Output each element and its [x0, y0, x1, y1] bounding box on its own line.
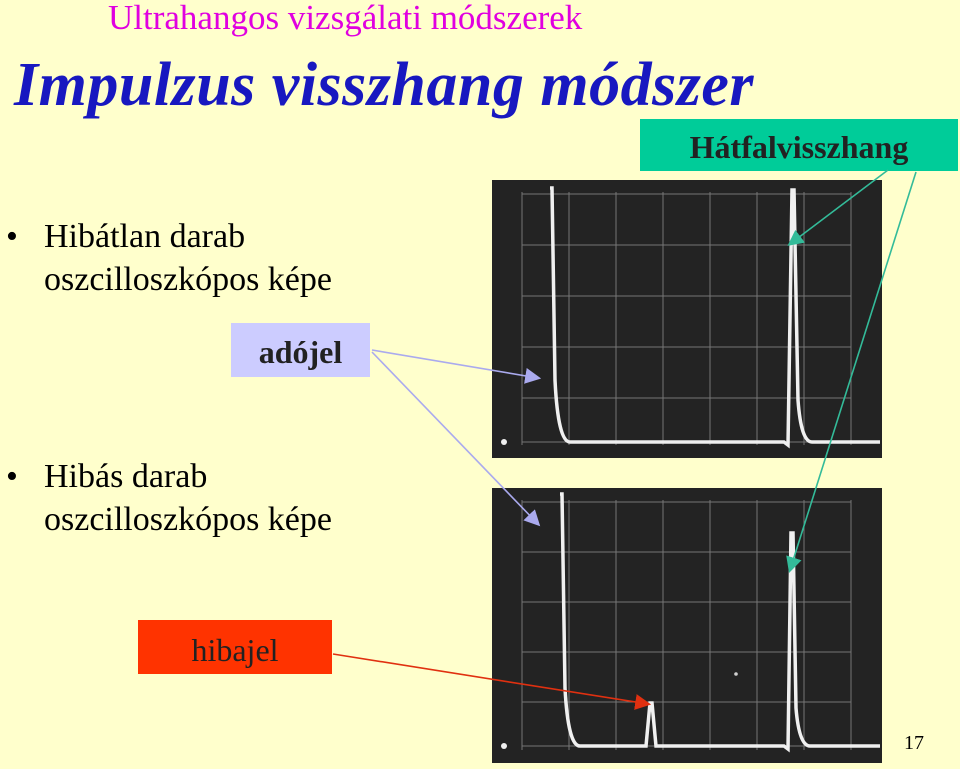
transmit-signal-label: adójel [231, 323, 370, 377]
bullet-line: Hibátlan darab [44, 218, 246, 255]
bullet-line: Hibás darab [44, 458, 208, 495]
trace-dot [501, 439, 507, 445]
bullet-line: oszcilloszkópos képe [44, 261, 332, 298]
bullet-dot: • [6, 458, 18, 495]
backwall-arrow-top [787, 169, 889, 246]
bullet-line: oszcilloszkópos képe [44, 501, 332, 538]
trace-dot [501, 743, 507, 749]
trace-dot [734, 672, 738, 676]
bullet-defective: • Hibás darab oszcilloszkópos képe [6, 455, 332, 541]
page-number: 17 [904, 732, 924, 754]
scope-trace [550, 186, 880, 449]
transmit-arrow-top [371, 349, 542, 384]
slide-supertitle: Ultrahangos vizsgálati módszerek [108, 0, 583, 37]
backwall-echo-label: Hátfalvisszhang [640, 119, 958, 171]
scope-screen [501, 492, 880, 753]
scope-trace [560, 492, 880, 753]
bullet-dot: • [6, 218, 18, 255]
flawless-part-scope [492, 180, 882, 458]
transmit-arrow-bottom [371, 351, 541, 527]
bullet-flawless: • Hibátlan darab oszcilloszkópos képe [6, 215, 332, 301]
defect-arrow [332, 653, 652, 710]
slide-title: Impulzus visszhang módszer [14, 51, 755, 119]
backwall-arrow-bottom [786, 171, 917, 574]
defect-signal-label: hibajel [138, 620, 332, 674]
defective-part-scope [492, 488, 882, 763]
